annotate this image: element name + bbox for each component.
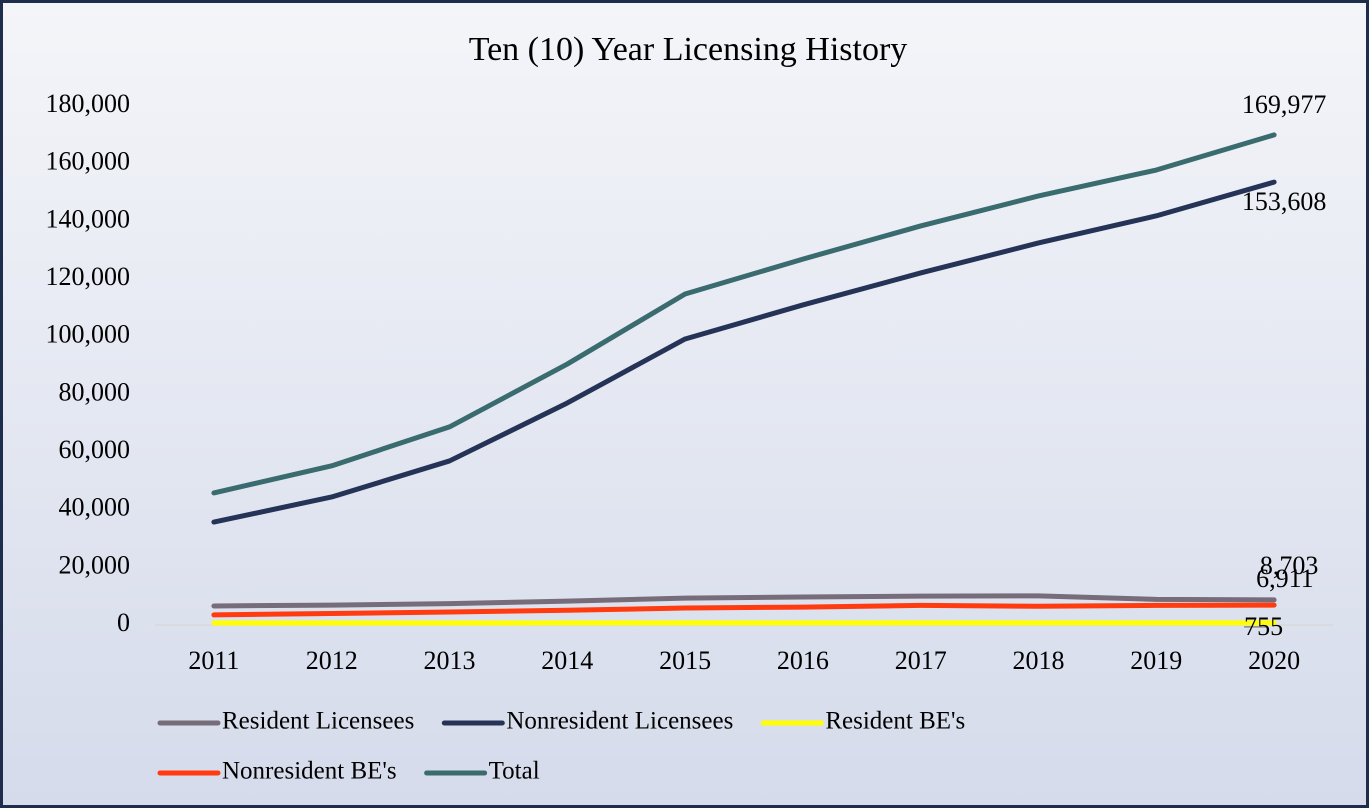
series-line [211,602,1277,618]
series-line [211,593,1277,609]
y-tick-label: 100,000 [46,320,131,349]
y-tick-label: 40,000 [59,493,131,522]
x-tick-label: 2013 [424,646,476,675]
y-tick-label: 140,000 [46,204,131,233]
x-tick-label: 2020 [1248,646,1300,675]
data-label: 8,703 [1260,551,1319,580]
x-tick-label: 2012 [306,646,358,675]
x-tick-label: 2017 [895,646,947,675]
legend-label: Total [489,758,540,785]
x-tick-label: 2014 [541,646,593,675]
series-line [211,132,1277,496]
legend-label: Resident Licensees [222,708,414,735]
legend-label: Resident BE's [825,708,965,735]
y-tick-label: 20,000 [59,550,131,579]
series-line [211,179,1277,525]
chart-title: Ten (10) Year Licensing History [469,31,908,68]
x-tick-label: 2015 [659,646,711,675]
legend-label: Nonresident BE's [222,758,397,785]
y-tick-label: 160,000 [46,147,131,176]
data-label: 169,977 [1242,90,1327,119]
y-tick-label: 180,000 [46,89,131,118]
y-tick-label: 120,000 [46,262,131,291]
x-tick-label: 2019 [1130,646,1182,675]
y-tick-label: 0 [117,608,130,637]
x-tick-label: 2016 [777,646,829,675]
data-label: 153,608 [1242,187,1327,216]
data-label: 755 [1244,612,1283,641]
x-tick-label: 2018 [1013,646,1065,675]
data-label: 6,911 [1256,564,1314,593]
legend-label: Nonresident Licensees [506,708,733,735]
y-tick-label: 60,000 [59,435,131,464]
x-tick-label: 2011 [188,646,239,675]
y-tick-label: 80,000 [59,377,131,406]
